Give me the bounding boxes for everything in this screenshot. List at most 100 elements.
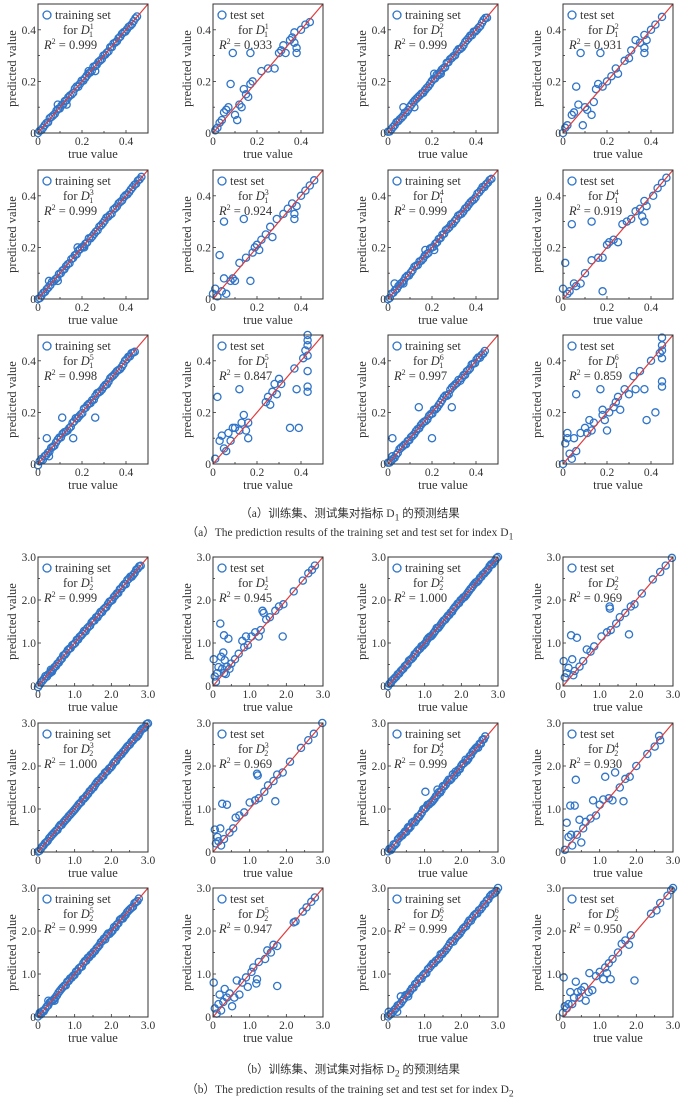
data-point <box>249 963 258 972</box>
data-point <box>611 64 621 73</box>
r-squared-exponent: 2 <box>402 203 406 212</box>
y-tick-label: 1.0 <box>197 969 212 981</box>
data-point <box>392 1007 402 1017</box>
data-point <box>640 48 649 58</box>
x-tick-label: 0 <box>35 855 41 867</box>
y-tick-label: 1.0 <box>372 804 387 816</box>
x-axis-label: true value <box>68 478 118 492</box>
data-point <box>247 967 256 977</box>
scatter-panel: 00 1.0 1.0 2.0 2.0 3.0 3.0 true value predicted … <box>530 883 680 1045</box>
data-point <box>250 243 260 252</box>
y-tick-label: 0 <box>30 681 36 693</box>
data-point <box>451 601 461 610</box>
x-tick-label: 1.0 <box>592 689 607 701</box>
data-point <box>241 426 251 435</box>
data-point <box>40 839 50 848</box>
data-point <box>226 436 235 446</box>
data-point <box>296 743 306 753</box>
legend-for: for <box>413 742 431 756</box>
x-axis-label: true value <box>68 700 118 714</box>
data-point <box>243 433 253 443</box>
data-point <box>581 996 590 1005</box>
y-tick-label: 0 <box>205 459 211 471</box>
x-tick-label: 0 <box>560 136 566 148</box>
legend-superscript: 5 <box>90 906 94 915</box>
legend-for: for <box>588 23 606 37</box>
data-point <box>215 250 224 260</box>
data-point <box>44 276 54 286</box>
r-symbol: R <box>218 591 227 605</box>
data-point <box>227 1002 237 1011</box>
data-point <box>657 341 667 350</box>
y-tick-label: 3.0 <box>547 718 562 730</box>
x-axis-label: true value <box>243 313 293 327</box>
x-axis-label: true value <box>68 313 118 327</box>
r-squared-value: = 0.998 <box>56 369 97 383</box>
data-point <box>254 794 264 803</box>
x-tick-label: 1.0 <box>592 855 607 867</box>
x-tick-label: 2.0 <box>279 1020 294 1032</box>
data-point <box>615 612 625 622</box>
x-tick-label: 3.0 <box>141 1020 156 1032</box>
data-point <box>243 418 253 427</box>
legend-subset-label: for D4 1 <box>588 188 619 205</box>
legend-marker-icon <box>217 341 227 351</box>
data-point <box>412 647 422 656</box>
r-squared-exponent: 2 <box>577 203 581 212</box>
scatter-panel: 00 1.0 1.0 2.0 2.0 3.0 3.0 true value predicted … <box>180 718 330 880</box>
y-tick-label: 2.0 <box>547 761 562 773</box>
x-tick-label: 0.4 <box>469 136 484 148</box>
y-tick-label: 0 <box>380 294 386 306</box>
legend-for: for <box>413 354 431 368</box>
data-point <box>563 289 572 299</box>
x-tick-label: 1.0 <box>592 1020 607 1032</box>
scatter-panel: 00 1.0 1.0 2.0 2.0 3.0 3.0 true value predicted … <box>5 883 155 1045</box>
y-tick-label: 0.2 <box>547 407 562 419</box>
data-point <box>245 798 254 807</box>
data-point <box>571 82 581 91</box>
data-point <box>482 13 492 23</box>
data-point <box>632 761 641 771</box>
data-point <box>303 382 312 391</box>
y-axis-label: predicted value <box>530 30 544 107</box>
y-tick-label: 3.0 <box>22 552 37 564</box>
data-point <box>285 423 295 433</box>
data-point <box>630 976 639 985</box>
data-point <box>560 258 570 268</box>
data-point <box>580 268 590 278</box>
data-point <box>631 207 640 216</box>
data-point <box>241 253 251 262</box>
fit-line-y-equals-x <box>212 169 324 300</box>
data-point <box>587 217 596 226</box>
r-symbol: R <box>43 922 52 936</box>
legend-superscript: 4 <box>615 741 619 750</box>
scatter-panel: 00 1.0 1.0 2.0 2.0 3.0 3.0 true value predicted … <box>180 883 330 1045</box>
y-tick-label: 3.0 <box>197 718 212 730</box>
fit-line-y-equals-x <box>562 334 674 465</box>
legend-subscript: 1 <box>89 30 93 39</box>
legend-label: training set <box>55 892 111 906</box>
data-point <box>571 446 581 456</box>
r-squared-label: R2 = 0.999 <box>43 37 97 52</box>
data-point <box>562 818 571 828</box>
x-tick-label: 3.0 <box>141 855 156 867</box>
r-squared-label: R2 = 0.945 <box>218 590 272 605</box>
x-tick-label: 3.0 <box>316 689 331 701</box>
caption-b-en-sub: 2 <box>508 1088 514 1100</box>
data-point <box>243 982 253 992</box>
r-symbol: R <box>393 757 402 771</box>
y-tick-label: 2.0 <box>22 595 37 607</box>
legend-marker-icon <box>217 10 227 20</box>
data-point <box>403 822 413 832</box>
legend-index-symbol: D <box>255 23 265 37</box>
scatter-panel: 00 1.0 1.0 2.0 2.0 3.0 3.0 true value predicted … <box>355 883 505 1045</box>
data-point <box>599 795 608 804</box>
data-point <box>657 12 667 22</box>
x-tick-label: 0 <box>560 1020 566 1032</box>
fit-line-y-equals-x <box>37 887 149 1018</box>
data-point <box>137 172 146 182</box>
x-tick-label: 0.2 <box>250 302 265 314</box>
data-point <box>593 253 603 262</box>
data-point <box>276 46 286 55</box>
x-tick-label: 0.4 <box>644 136 659 148</box>
